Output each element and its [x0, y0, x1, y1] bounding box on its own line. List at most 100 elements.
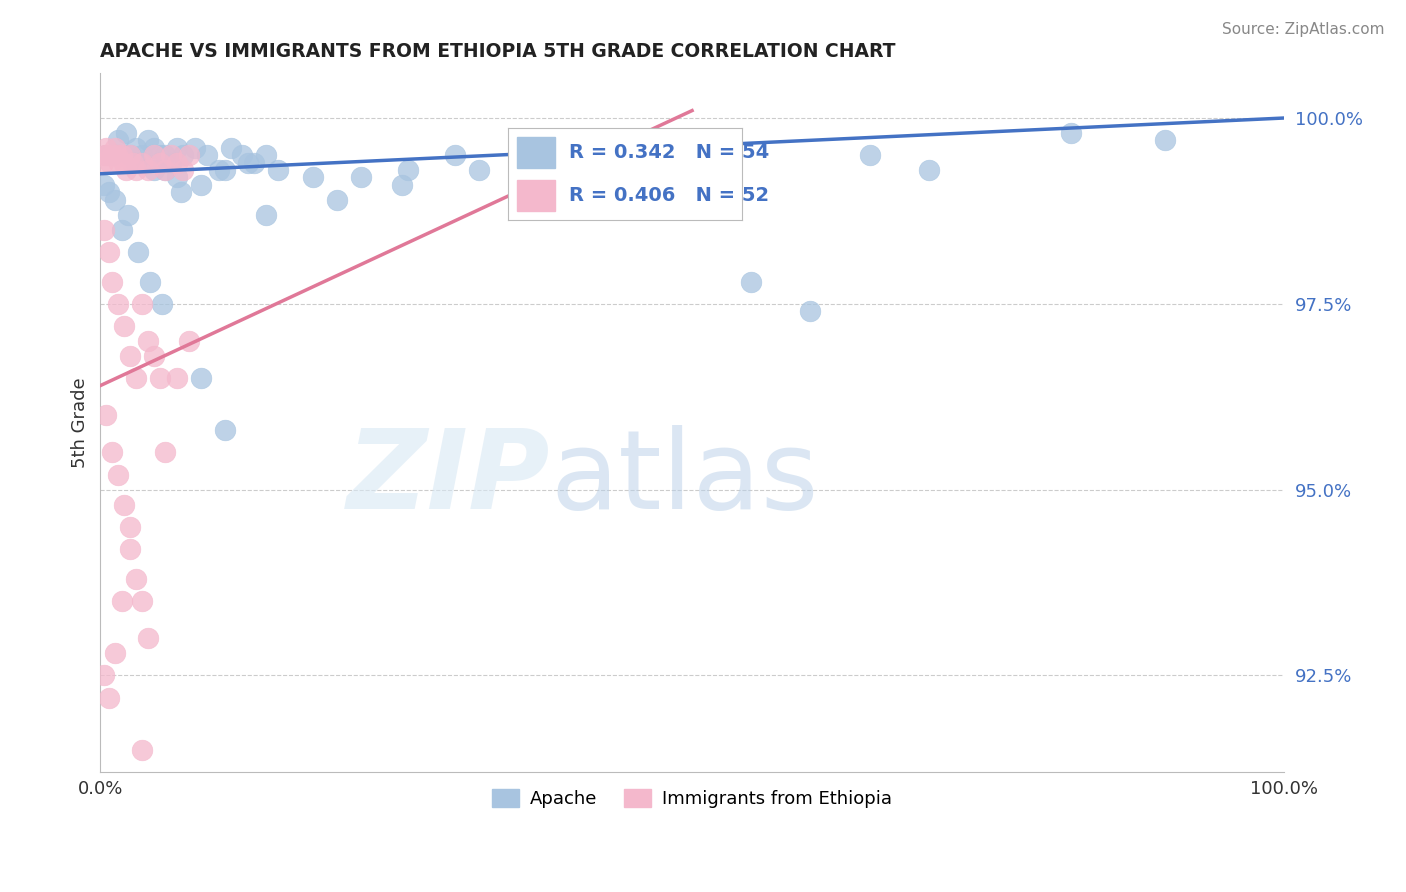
Point: [101, 445, 124, 459]
Point: [155, 148, 177, 162]
Point: [142, 148, 165, 162]
Point: [219, 141, 242, 155]
Point: [139, 275, 162, 289]
Point: [131, 594, 153, 608]
Point: [166, 170, 188, 185]
Point: [444, 148, 467, 162]
Point: [131, 743, 153, 757]
Point: [190, 371, 212, 385]
Point: [214, 163, 236, 178]
Point: [107, 297, 129, 311]
Point: [166, 155, 188, 169]
Legend: Apache, Immigrants from Ethiopia: Apache, Immigrants from Ethiopia: [485, 781, 900, 815]
FancyBboxPatch shape: [517, 136, 555, 169]
Point: [254, 208, 277, 222]
Point: [190, 178, 212, 192]
Point: [155, 163, 177, 178]
Point: [302, 170, 325, 185]
Point: [125, 572, 148, 586]
Point: [396, 163, 419, 178]
Point: [254, 148, 277, 162]
Point: [858, 148, 880, 162]
Point: [131, 148, 153, 162]
Point: [118, 520, 141, 534]
Point: [111, 148, 134, 162]
Point: [122, 155, 145, 169]
Point: [111, 222, 134, 236]
Text: R = 0.406   N = 52: R = 0.406 N = 52: [569, 186, 769, 205]
Point: [101, 275, 124, 289]
Point: [148, 371, 170, 385]
Point: [148, 148, 170, 162]
Point: [155, 445, 177, 459]
Point: [231, 148, 253, 162]
Point: [136, 632, 159, 646]
Point: [142, 163, 165, 178]
Point: [101, 148, 124, 162]
Point: [118, 349, 141, 363]
Point: [112, 155, 135, 169]
Point: [118, 542, 141, 557]
Point: [103, 193, 125, 207]
Point: [103, 141, 125, 155]
Point: [391, 178, 413, 192]
Point: [160, 155, 183, 169]
Point: [97, 244, 120, 259]
Text: atlas: atlas: [550, 425, 818, 533]
Point: [1060, 126, 1083, 140]
Point: [127, 244, 149, 259]
Text: ZIP: ZIP: [346, 425, 550, 533]
Point: [740, 275, 762, 289]
Point: [155, 163, 177, 178]
Point: [136, 163, 159, 178]
Point: [96, 141, 118, 155]
Point: [214, 423, 236, 437]
Point: [238, 155, 260, 169]
Point: [131, 297, 153, 311]
Point: [172, 148, 194, 162]
Point: [799, 304, 821, 318]
Point: [93, 668, 115, 682]
Point: [148, 155, 170, 169]
Point: [172, 163, 194, 178]
Point: [326, 193, 349, 207]
Point: [179, 334, 201, 348]
Y-axis label: 5th Grade: 5th Grade: [72, 377, 89, 468]
Point: [108, 155, 131, 169]
Point: [468, 163, 491, 178]
Point: [243, 155, 266, 169]
Point: [93, 178, 115, 192]
Point: [118, 148, 141, 162]
Point: [111, 594, 134, 608]
Point: [125, 163, 148, 178]
Point: [93, 222, 115, 236]
Point: [97, 186, 120, 200]
Point: [125, 141, 148, 155]
Point: [195, 148, 218, 162]
Point: [107, 133, 129, 147]
Point: [918, 163, 941, 178]
Point: [267, 163, 290, 178]
Point: [117, 208, 139, 222]
FancyBboxPatch shape: [517, 179, 555, 211]
Point: [166, 371, 188, 385]
Point: [112, 498, 135, 512]
Point: [142, 349, 165, 363]
Point: [150, 297, 173, 311]
Point: [136, 334, 159, 348]
Point: [160, 148, 183, 162]
Point: [184, 141, 207, 155]
Point: [115, 163, 138, 178]
Point: [107, 467, 129, 482]
Point: [96, 409, 118, 423]
Point: [96, 148, 118, 162]
Text: APACHE VS IMMIGRANTS FROM ETHIOPIA 5TH GRADE CORRELATION CHART: APACHE VS IMMIGRANTS FROM ETHIOPIA 5TH G…: [100, 42, 896, 61]
Point: [91, 155, 114, 169]
Point: [103, 646, 125, 660]
Point: [1154, 133, 1177, 147]
Point: [96, 148, 118, 162]
Point: [115, 126, 138, 140]
Point: [94, 148, 117, 162]
Text: R = 0.342   N = 54: R = 0.342 N = 54: [569, 144, 769, 162]
Point: [118, 148, 141, 162]
